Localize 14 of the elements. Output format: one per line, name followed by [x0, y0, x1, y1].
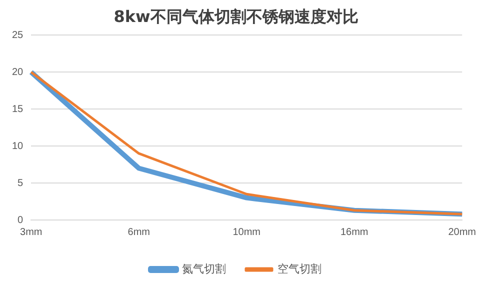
y-tick-label: 5: [18, 178, 24, 189]
x-tick-label: 3mm: [20, 226, 42, 238]
x-tick-label: 20mm: [448, 226, 476, 238]
y-tick-label: 15: [12, 104, 24, 115]
x-tick-label: 16mm: [340, 226, 368, 238]
y-tick-label: 20: [12, 66, 24, 78]
y-tick-label: 25: [12, 30, 24, 41]
x-tick-label: 6mm: [128, 226, 150, 238]
chart-title: 8kw不同气体切割不锈钢速度对比: [114, 6, 358, 26]
legend-label: 氮气切割: [182, 262, 226, 276]
y-tick-label: 0: [18, 214, 24, 226]
legend-label: 空气切割: [278, 262, 322, 276]
x-tick-label: 10mm: [232, 226, 261, 238]
y-tick-label: 10: [12, 140, 24, 152]
